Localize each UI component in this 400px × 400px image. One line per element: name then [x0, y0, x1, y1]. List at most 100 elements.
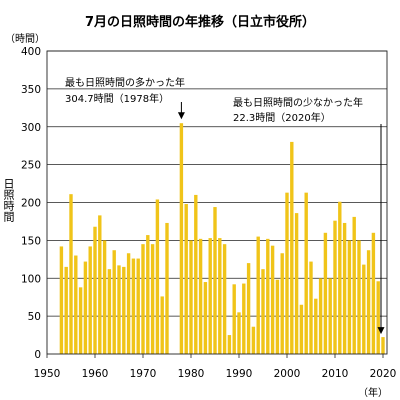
bar-1970 — [141, 244, 145, 354]
y-unit-label: （時間） — [5, 33, 45, 45]
bar-2015 — [357, 240, 361, 354]
bar-2010 — [333, 220, 337, 354]
annotation-min-arrow — [377, 124, 385, 335]
bar-2005 — [309, 261, 313, 354]
x-tick-label-2020: 2020 — [370, 368, 397, 380]
bar-1973 — [155, 199, 160, 354]
bar-1967 — [126, 253, 131, 354]
annotation-min-heading: 最も日照時間の少なかった年 — [233, 96, 363, 109]
x-tick-label-1970: 1970 — [130, 368, 157, 380]
bar-1963 — [107, 269, 112, 354]
annotation-max-arrow — [177, 102, 185, 120]
x-unit-label: （年） — [358, 386, 388, 399]
bar-1990 — [237, 312, 241, 354]
y-tick-label-250: 250 — [21, 160, 41, 172]
bar-2001 — [290, 141, 294, 354]
bar-1959 — [88, 246, 92, 354]
bar-1995 — [261, 269, 265, 354]
bar-2013 — [347, 240, 352, 354]
bar-1982 — [198, 238, 203, 354]
bar-2007 — [318, 278, 323, 354]
annotation-max: 最も日照時間の多かった年 304.7時間（1978年） — [65, 76, 185, 120]
bar-1996 — [266, 238, 270, 354]
x-axis-ticks: 1950 1960 1970 1980 1990 2000 2010 2020 — [34, 354, 397, 380]
bar-1994 — [256, 236, 260, 354]
annotation-max-heading: 最も日照時間の多かった年 — [65, 76, 185, 89]
bar-1968 — [131, 258, 136, 354]
bar-1971 — [146, 235, 150, 354]
y-tick-label-200: 200 — [21, 198, 41, 210]
bar-1986 — [218, 238, 222, 354]
bar-2006 — [314, 298, 318, 354]
bar-1966 — [122, 266, 126, 354]
bar-1997 — [270, 245, 275, 354]
annotation-min-value: 22.3時間（2020年） — [233, 111, 331, 124]
bar-1993 — [251, 326, 256, 354]
bar-1991 — [242, 283, 246, 354]
bar-1969 — [136, 258, 140, 354]
arrow-head — [177, 112, 185, 120]
bar-2009 — [328, 278, 332, 354]
bar-2020 — [381, 337, 385, 354]
y-tick-label-50: 50 — [28, 311, 41, 323]
bar-1958 — [83, 261, 88, 354]
annotation-max-value: 304.7時間（1978年） — [65, 92, 169, 105]
annotation-min: 最も日照時間の少なかった年 22.3時間（2020年） — [233, 96, 385, 335]
bar-1953 — [59, 246, 64, 354]
x-tick-label-2010: 2010 — [322, 368, 349, 380]
bar-1978 — [179, 123, 184, 354]
bar-1985 — [213, 207, 217, 354]
bar-2017 — [366, 250, 371, 354]
bar-1998 — [275, 279, 280, 354]
x-tick-label-1950: 1950 — [34, 368, 61, 380]
x-tick-label-1960: 1960 — [82, 368, 109, 380]
bar-2014 — [352, 216, 356, 354]
y-tick-label-400: 400 — [21, 46, 41, 58]
bars — [59, 123, 385, 354]
bar-2003 — [299, 304, 304, 354]
bar-2002 — [294, 213, 299, 354]
bar-1980 — [189, 240, 193, 354]
y-tick-label-0: 0 — [34, 349, 41, 361]
bar-2011 — [338, 201, 342, 354]
bar-1979 — [184, 204, 188, 354]
bar-2000 — [285, 192, 289, 354]
bar-1983 — [203, 282, 208, 354]
bar-1984 — [208, 238, 212, 354]
plot-border — [46, 50, 388, 355]
bar-1992 — [246, 263, 251, 354]
y-tick-label-150: 150 — [21, 235, 41, 247]
bar-1988 — [227, 335, 232, 354]
arrow-head — [377, 327, 385, 335]
bar-1974 — [160, 296, 164, 354]
bar-1981 — [194, 194, 198, 354]
bar-1964 — [112, 250, 116, 354]
y-axis-label: 日照時間 — [2, 178, 15, 222]
bar-2018 — [371, 232, 376, 354]
bar-2004 — [304, 192, 308, 354]
y-tick-label-300: 300 — [21, 122, 41, 134]
bar-2016 — [362, 264, 366, 354]
x-tick-label-2000: 2000 — [274, 368, 301, 380]
y-tick-label-350: 350 — [21, 84, 41, 96]
bar-1975 — [165, 222, 169, 354]
y-tick-label-100: 100 — [21, 273, 41, 285]
bar-1957 — [78, 287, 83, 354]
x-tick-label-1980: 1980 — [178, 368, 205, 380]
bar-1999 — [280, 253, 284, 354]
bar-2012 — [342, 222, 347, 354]
bar-1955 — [69, 194, 73, 354]
y-axis-ticks: 0 50 100 150 200 250 300 350 400 — [21, 46, 41, 361]
bar-1972 — [150, 244, 155, 354]
bar-1989 — [232, 284, 236, 354]
bar-1962 — [102, 240, 107, 354]
bar-1956 — [74, 255, 78, 354]
bar-2019 — [376, 281, 380, 354]
bar-1987 — [222, 244, 227, 354]
plot-frame — [46, 50, 388, 355]
bar-1961 — [98, 215, 102, 354]
bar-2008 — [323, 232, 328, 354]
x-tick-label-1990: 1990 — [226, 368, 253, 380]
